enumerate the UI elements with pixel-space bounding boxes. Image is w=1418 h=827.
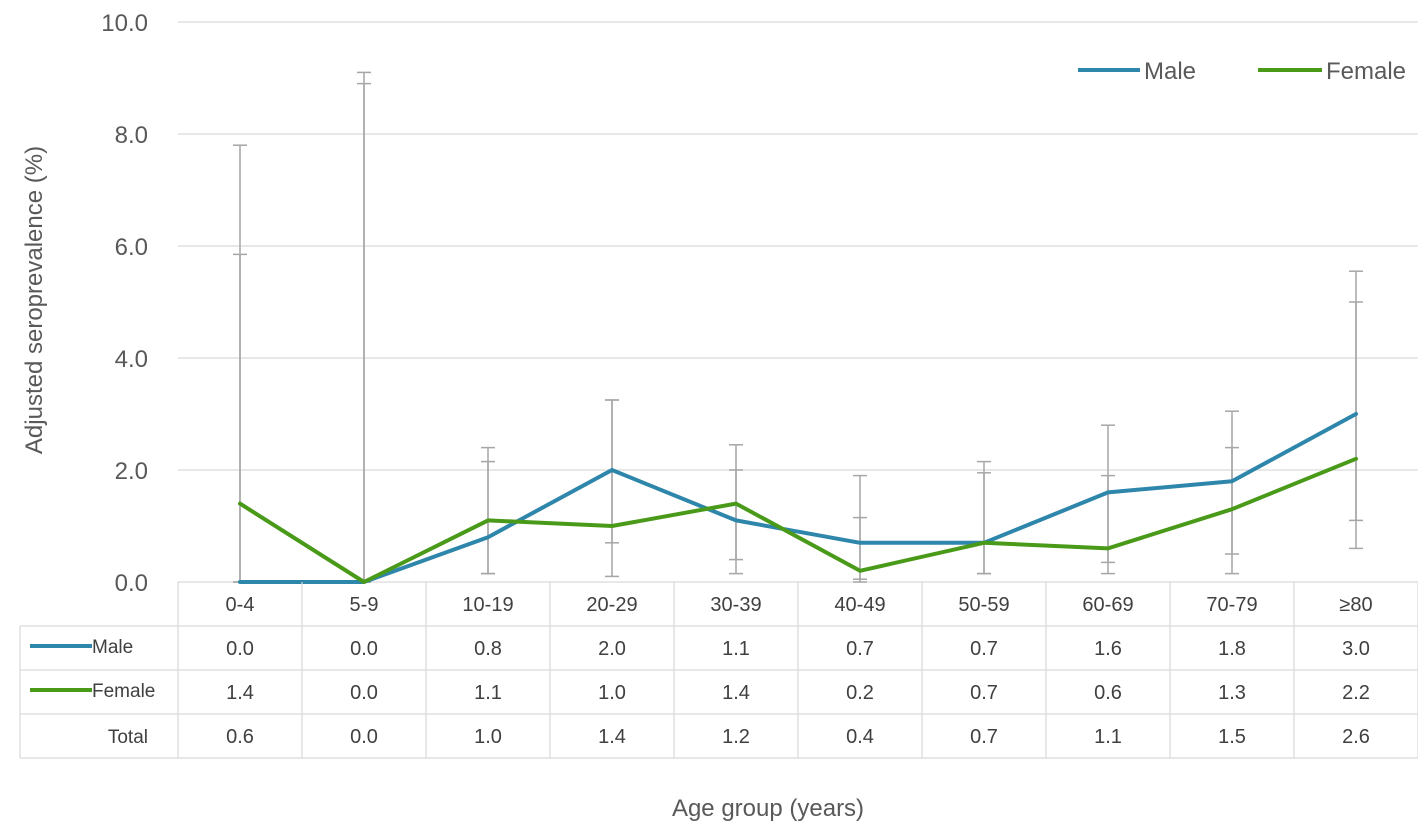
legend: Male Female [1078, 58, 1406, 85]
table-cell: 0.0 [350, 638, 378, 660]
table-cell: 2.0 [598, 638, 626, 660]
table-cell: 0.7 [970, 682, 998, 704]
table-cell: 1.1 [722, 638, 750, 660]
x-category-label: 30-39 [710, 594, 761, 616]
table-row-label: Total [108, 727, 148, 748]
table-cell: 2.2 [1342, 682, 1370, 704]
table-cell: 1.0 [474, 726, 502, 748]
x-category-label: 50-59 [958, 594, 1009, 616]
series-line-male [238, 412, 1358, 584]
table-cell: 1.1 [1094, 726, 1122, 748]
y-tick-label: 10.0 [101, 10, 148, 37]
y-tick-label: 2.0 [115, 458, 148, 485]
x-category-label: 5-9 [350, 594, 379, 616]
table-cell: 0.7 [970, 726, 998, 748]
table-cell: 0.8 [474, 638, 502, 660]
x-category-label: ≥80 [1339, 594, 1372, 616]
table-cell: 1.2 [722, 726, 750, 748]
table-cell: 0.0 [226, 638, 254, 660]
table-cell: 0.7 [970, 638, 998, 660]
table-cell: 1.6 [1094, 638, 1122, 660]
table-cell: 1.4 [598, 726, 626, 748]
x-category-label: 40-49 [834, 594, 885, 616]
table-row-label: Male [92, 637, 133, 658]
table-cell: 3.0 [1342, 638, 1370, 660]
legend-label-female: Female [1326, 58, 1406, 85]
series-lines [238, 412, 1358, 584]
table-cell: 0.2 [846, 682, 874, 704]
table-row-label: Female [92, 681, 155, 702]
x-category-label: 20-29 [586, 594, 637, 616]
y-tick-label: 0.0 [115, 570, 148, 597]
table-cell: 0.0 [350, 726, 378, 748]
table-cell: 1.1 [474, 682, 502, 704]
y-tick-label: 6.0 [115, 234, 148, 261]
table-cell: 0.6 [1094, 682, 1122, 704]
table-cell: 1.8 [1218, 638, 1246, 660]
gridlines [178, 21, 1418, 583]
x-category-label: 70-79 [1206, 594, 1257, 616]
table-cell: 1.0 [598, 682, 626, 704]
table-cell: 0.0 [350, 682, 378, 704]
y-axis-ticks: 0.0 2.0 4.0 6.0 8.0 10.0 [101, 10, 148, 597]
x-category-label: 0-4 [226, 594, 255, 616]
table-cell: 1.4 [226, 682, 254, 704]
series-line-female [238, 456, 1358, 584]
error-bars [233, 71, 1363, 583]
legend-label-male: Male [1144, 58, 1196, 85]
table-cell: 2.6 [1342, 726, 1370, 748]
table-cell: 0.6 [226, 726, 254, 748]
table-cell: 0.4 [846, 726, 874, 748]
data-table: 0-4 5-9 10-19 20-29 30-39 40-49 50-59 60-69 70-7… [19, 582, 1418, 759]
x-category-label: 60-69 [1082, 594, 1133, 616]
y-axis-title: Adjusted seroprevalence (%) [21, 146, 48, 454]
table-cell: 1.4 [722, 682, 750, 704]
x-axis-title: Age group (years) [672, 795, 864, 822]
x-category-label: 10-19 [462, 594, 513, 616]
table-cell: 0.7 [846, 638, 874, 660]
table-cell: 1.5 [1218, 726, 1246, 748]
table-cell: 1.3 [1218, 682, 1246, 704]
y-tick-label: 4.0 [115, 346, 148, 373]
y-tick-label: 8.0 [115, 122, 148, 149]
